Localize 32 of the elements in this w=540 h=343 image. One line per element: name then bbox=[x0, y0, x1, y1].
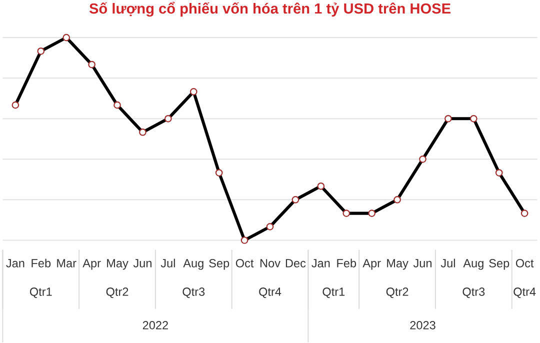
text: Qtr1 bbox=[30, 288, 52, 298]
x-tick-label: Dec bbox=[286, 259, 306, 268]
x-tick-label: Jun bbox=[413, 259, 432, 268]
x-tick-label: Sep bbox=[209, 259, 230, 270]
x-tick-label: Mar bbox=[57, 259, 76, 268]
text: Qtr3 bbox=[182, 288, 205, 298]
text: Qtr4 bbox=[259, 288, 282, 298]
x-tick-label: Jun bbox=[133, 259, 152, 268]
x-tick-label: Jul bbox=[440, 258, 455, 268]
x-tick-label: Nov bbox=[260, 259, 280, 268]
x-tick-label: Apr bbox=[82, 259, 101, 270]
text: Qtr4 bbox=[514, 288, 536, 298]
x-tick-label: Aug bbox=[183, 259, 204, 270]
x-tick-label: Jul bbox=[160, 258, 175, 268]
text: 2023 bbox=[410, 321, 436, 330]
chart-title: Số lượng cổ phiếu vốn hóa trên 1 tỷ USD trên HOSE bbox=[89, 2, 450, 17]
text: Qtr3 bbox=[462, 288, 485, 298]
x-tick-label: Aug bbox=[463, 259, 484, 270]
x-tick-label: Sep bbox=[489, 259, 510, 270]
x-tick-label: Jan bbox=[6, 259, 24, 268]
x-tick-label: Feb bbox=[32, 258, 51, 268]
text: Qtr2 bbox=[106, 288, 128, 298]
x-tick-label: May bbox=[107, 259, 128, 270]
x-tick-label: Oct bbox=[236, 259, 254, 268]
x-tick-label: Feb bbox=[337, 258, 356, 268]
x-tick-label: Jan bbox=[312, 259, 330, 268]
x-tick-label: Apr bbox=[362, 259, 381, 270]
text: 2022 bbox=[142, 321, 168, 330]
text: Qtr1 bbox=[322, 288, 345, 298]
x-tick-label: Oct bbox=[516, 259, 534, 268]
text: Qtr2 bbox=[386, 288, 408, 298]
x-tick-label: May bbox=[387, 259, 408, 270]
